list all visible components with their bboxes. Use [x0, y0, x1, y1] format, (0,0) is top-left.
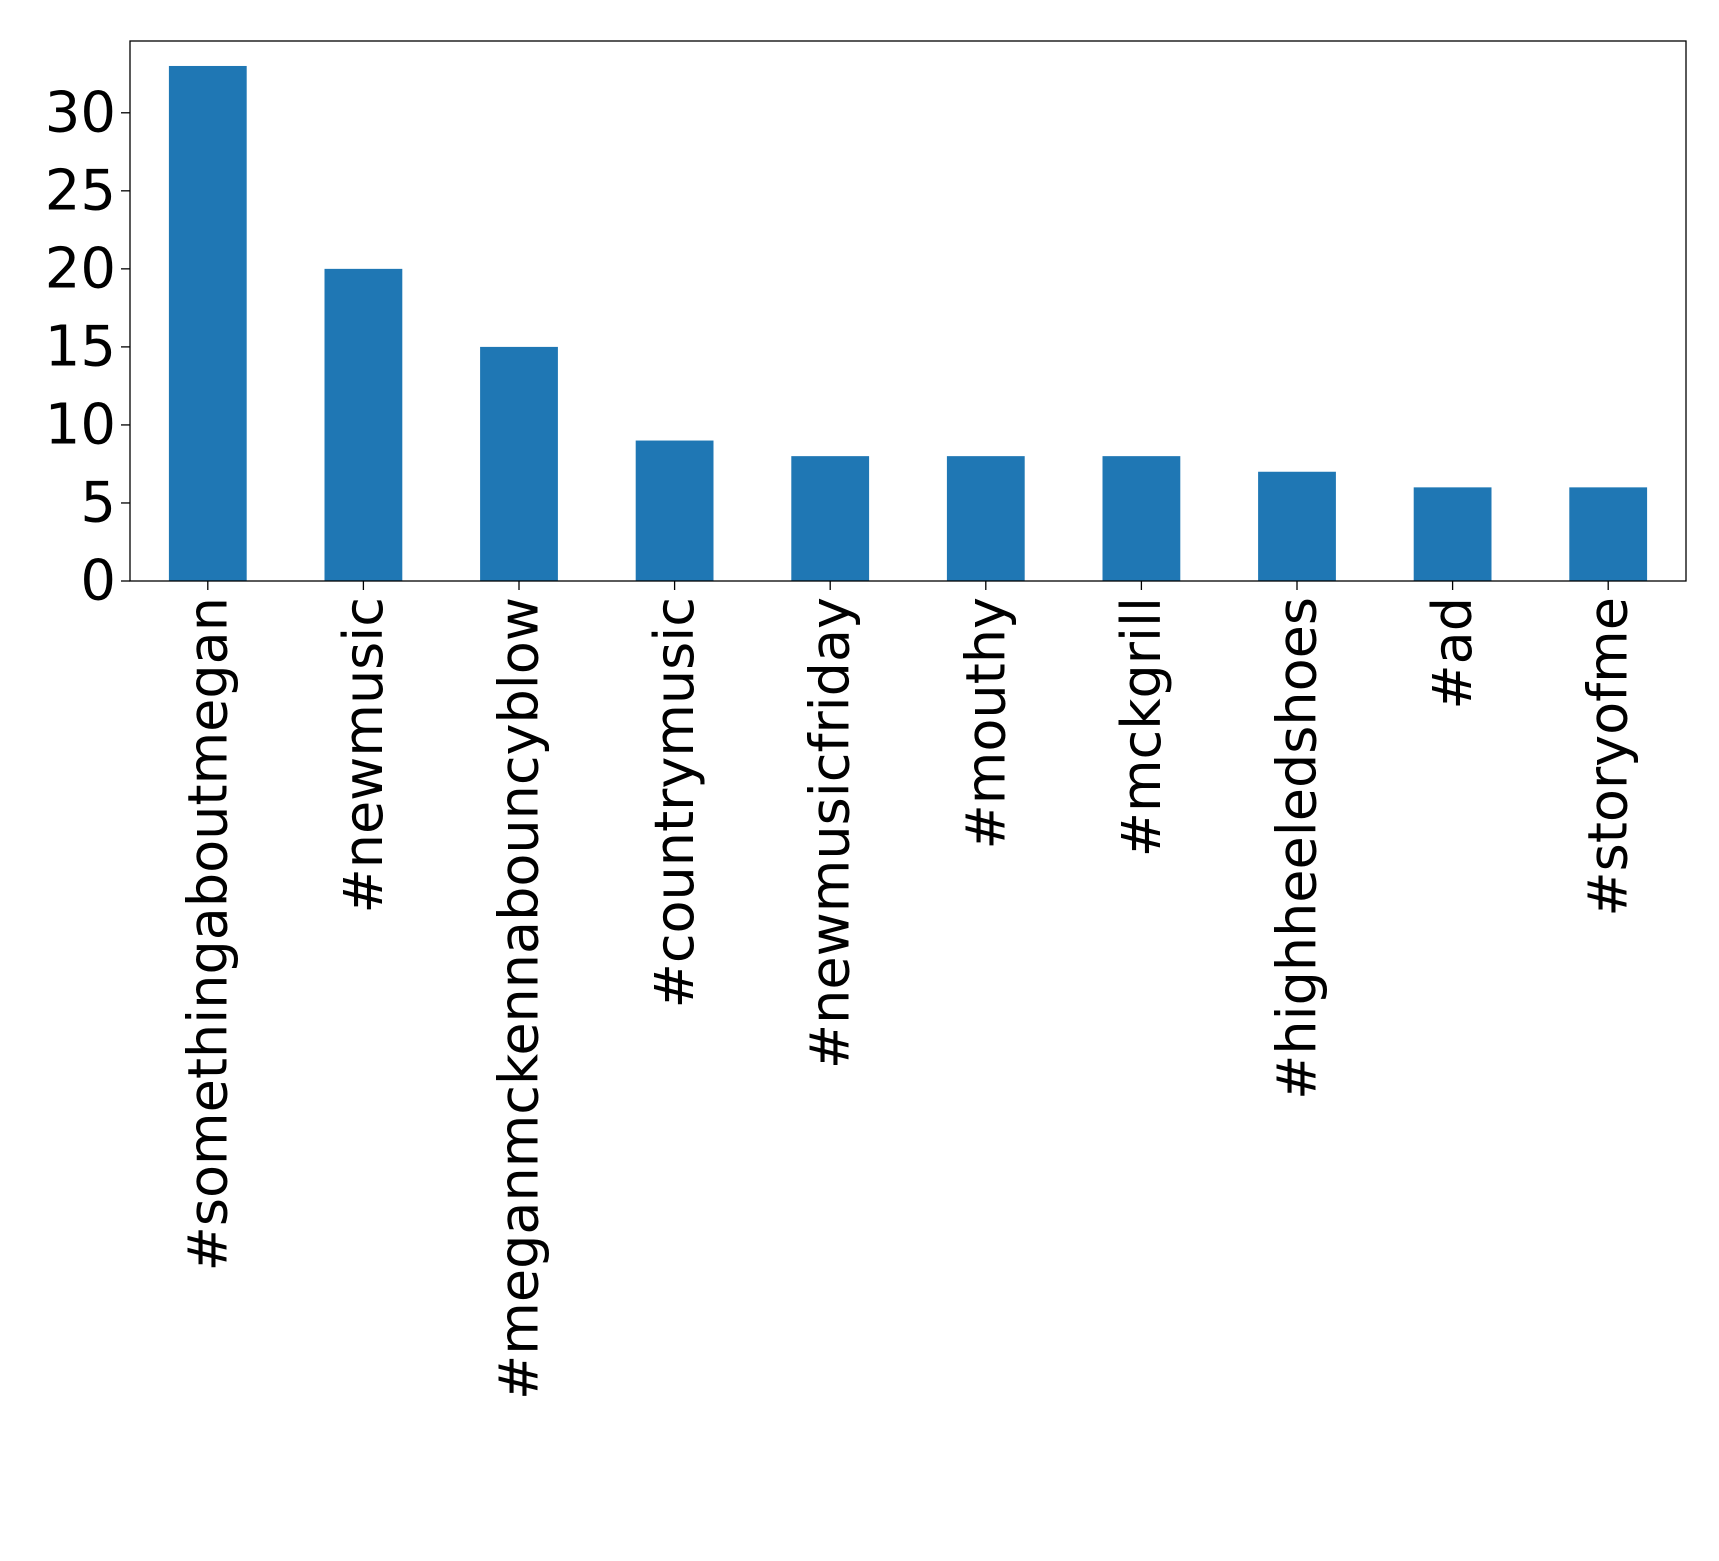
- x-tick-label: #somethingaboutmegan: [176, 597, 239, 1271]
- bar: [480, 346, 558, 581]
- bar: [1413, 487, 1492, 581]
- x-tick-label: #countrymusic: [643, 597, 706, 1008]
- bar: [635, 440, 714, 581]
- y-tick-label: 25: [45, 158, 116, 223]
- y-tick-label: 10: [45, 392, 116, 457]
- y-tick-label: 0: [80, 549, 116, 614]
- bars-layer: [168, 65, 1648, 582]
- y-tick-label: 20: [45, 236, 116, 301]
- bar: [1569, 487, 1648, 581]
- bar: [946, 456, 1025, 581]
- y-axis: 0 5 10 15 20 25 30: [45, 80, 130, 614]
- x-tick-label: #newmusic: [332, 597, 395, 914]
- bar: [791, 456, 870, 581]
- x-tick-label: #storyofme: [1577, 597, 1640, 917]
- x-axis: #somethingaboutmegan #newmusic #meganmcken…: [176, 581, 1640, 1400]
- x-tick-label: #mouthy: [954, 597, 1017, 849]
- bar: [324, 268, 403, 581]
- y-tick-label: 30: [45, 80, 116, 145]
- bar: [1102, 456, 1181, 581]
- x-tick-label: #meganmckennabouncyblow: [488, 597, 551, 1400]
- x-tick-label: #highheeledshoes: [1266, 597, 1329, 1100]
- x-tick-label: #mckgrill: [1110, 597, 1173, 857]
- bar: [1258, 471, 1336, 581]
- plot-frame: [129, 40, 1687, 582]
- x-tick-label: #newmusicfriday: [799, 597, 862, 1069]
- x-tick-label: #ad: [1421, 597, 1484, 710]
- bar: [168, 65, 247, 582]
- y-tick-label: 5: [80, 470, 116, 535]
- y-tick-label: 15: [45, 314, 116, 379]
